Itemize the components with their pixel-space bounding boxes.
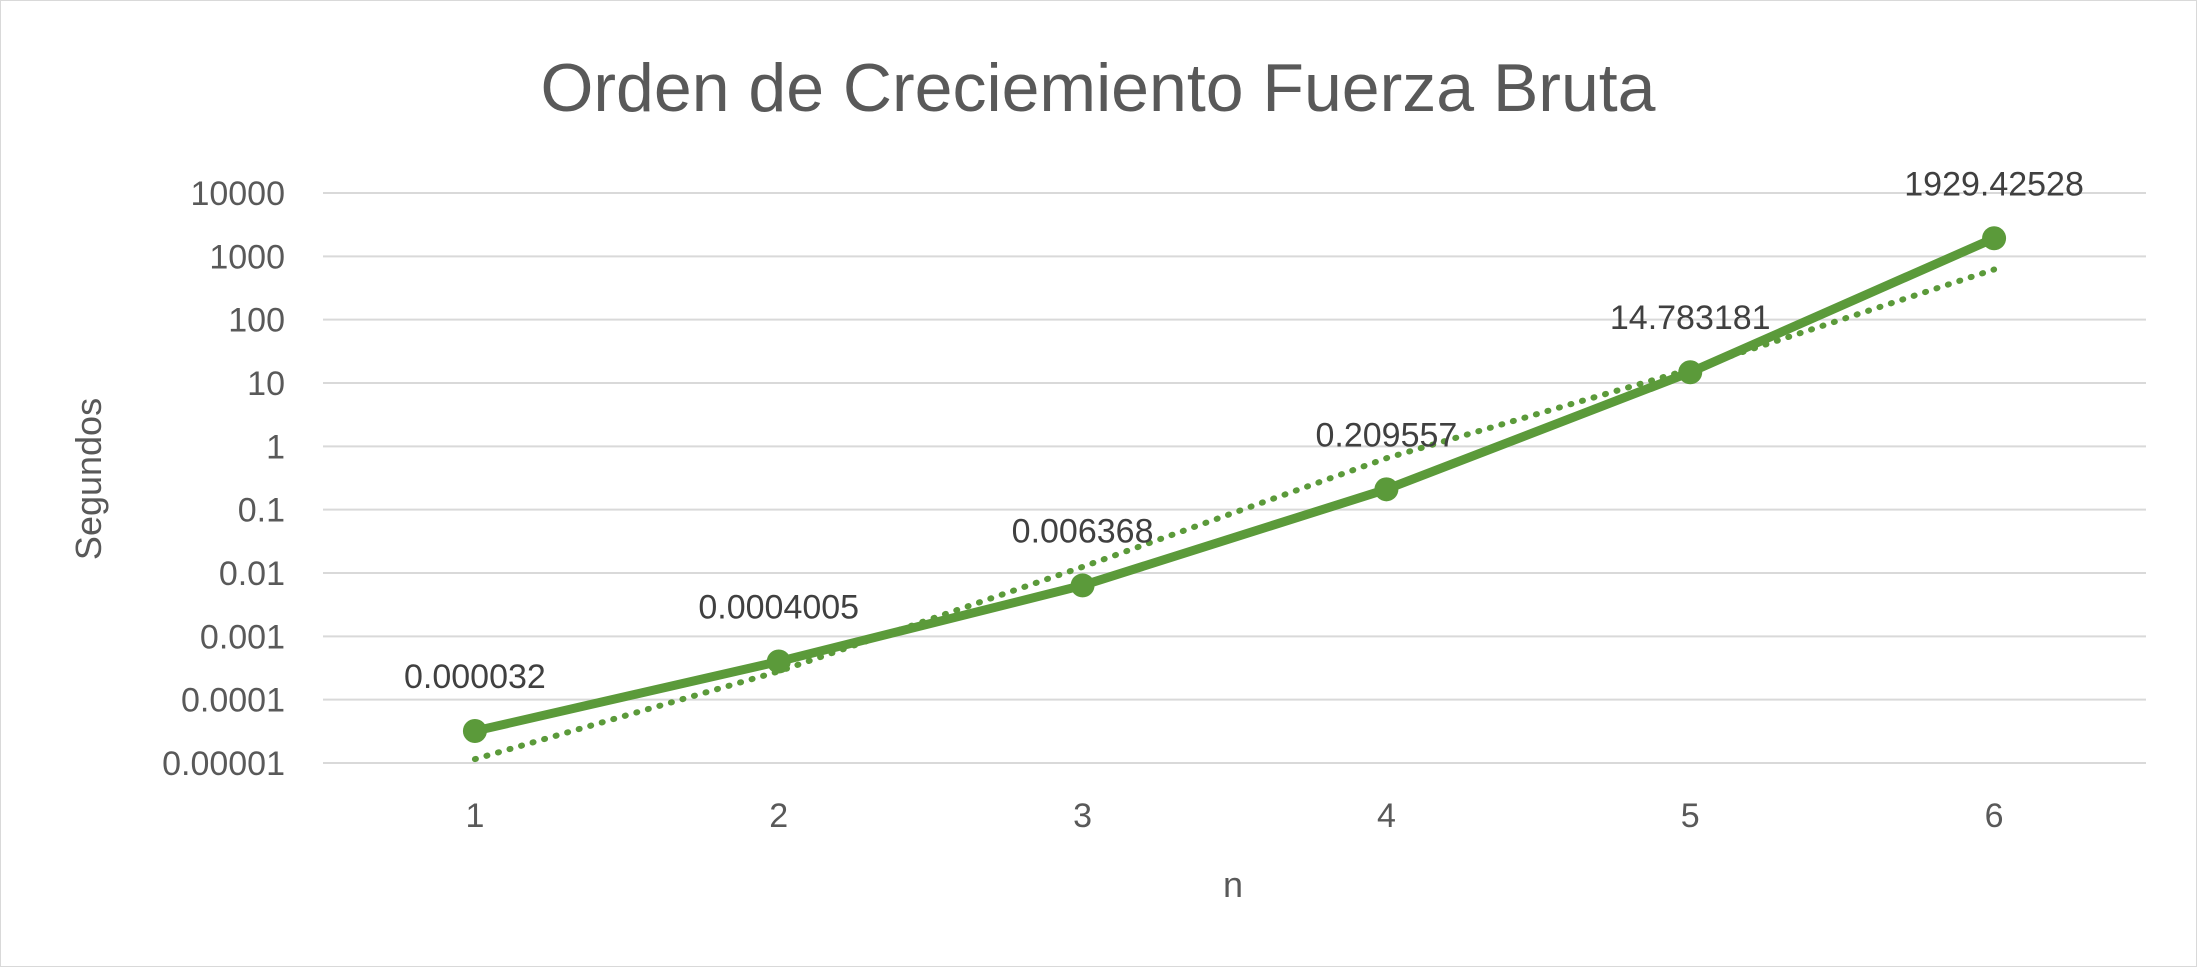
y-axis-label: Segundos: [68, 398, 109, 560]
y-tick-label: 1000: [209, 238, 285, 276]
x-tick-label: 5: [1681, 797, 1700, 835]
y-tick-label: 1: [266, 428, 285, 466]
data-point: [1678, 360, 1703, 385]
data-point: [1374, 477, 1399, 502]
y-tick-label: 100: [228, 302, 285, 340]
data-label: 0.000032: [404, 658, 546, 696]
data-point: [1982, 226, 2007, 251]
markers-group: [462, 226, 2007, 744]
data-labels-group: 0.000032 0.0004005 0.006368 0.209557 14.7831…: [404, 165, 2084, 696]
data-label: 0.0004005: [698, 589, 859, 627]
x-tick-label: 4: [1377, 797, 1396, 835]
y-tick-label: 0.0001: [181, 682, 285, 720]
x-tick-label: 3: [1073, 797, 1092, 835]
series-group: [470, 233, 1999, 736]
data-label: 14.783181: [1610, 299, 1771, 337]
x-tick-label: 1: [465, 797, 484, 835]
x-tick-labels: 1 2 3 4 5 6: [465, 797, 2003, 835]
series-line: [470, 233, 1999, 736]
y-tick-label: 10000: [190, 175, 285, 213]
data-label: 0.006368: [1012, 512, 1154, 550]
gridlines: [323, 192, 2146, 764]
data-point: [462, 719, 487, 744]
chart-title: Orden de Creciemiento Fuerza Bruta: [541, 50, 1656, 126]
y-tick-labels: 10000 1000 100 10 1 0.1 0.01 0.001 0.0001 0.00001: [162, 175, 285, 783]
y-tick-label: 0.001: [200, 618, 285, 656]
data-label: 1929.42528: [1904, 165, 2084, 203]
data-label: 0.209557: [1316, 416, 1458, 454]
data-point: [1070, 573, 1095, 598]
data-point: [766, 649, 791, 674]
y-tick-label: 10: [247, 365, 285, 403]
y-tick-label: 0.01: [219, 555, 285, 593]
x-tick-label: 2: [769, 797, 788, 835]
y-tick-label: 0.1: [238, 492, 285, 530]
x-tick-label: 6: [1985, 797, 2004, 835]
y-tick-label: 0.00001: [162, 745, 285, 783]
x-axis-label: n: [1223, 864, 1243, 905]
